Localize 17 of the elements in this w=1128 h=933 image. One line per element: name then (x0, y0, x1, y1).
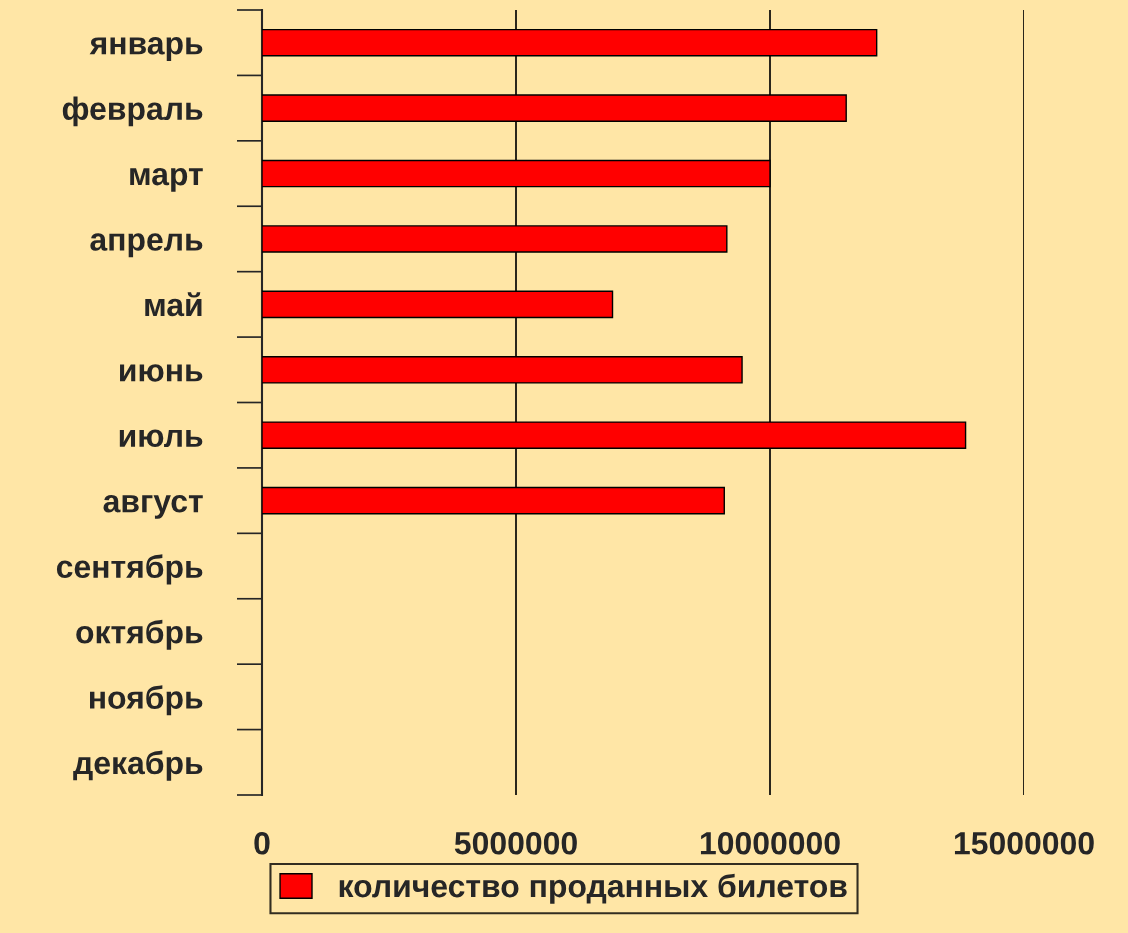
y-tick-label: декабрь (73, 750, 203, 781)
x-tick-label: 10000000 (700, 831, 840, 855)
x-tick-label: 0 (254, 831, 270, 855)
y-tick-label: май (145, 292, 202, 317)
y-tick-label: октябрь (76, 619, 203, 650)
y-tick-label: ноябрь (90, 685, 203, 716)
legend-label: количество проданных билетов (339, 873, 847, 904)
x-tick-label: 5000000 (454, 831, 577, 855)
y-tick-label: апрель (90, 233, 203, 258)
y-tick-label: август (103, 495, 203, 519)
y-tick-label: июль (119, 429, 203, 448)
y-tick-label: февраль (62, 96, 203, 127)
x-tick-label: 15000000 (954, 831, 1094, 855)
y-tick-label: сентябрь (56, 554, 203, 585)
y-tick-label: январь (89, 37, 203, 61)
y-tick-label: март (130, 167, 203, 192)
y-tick-label: июнь (120, 364, 203, 382)
